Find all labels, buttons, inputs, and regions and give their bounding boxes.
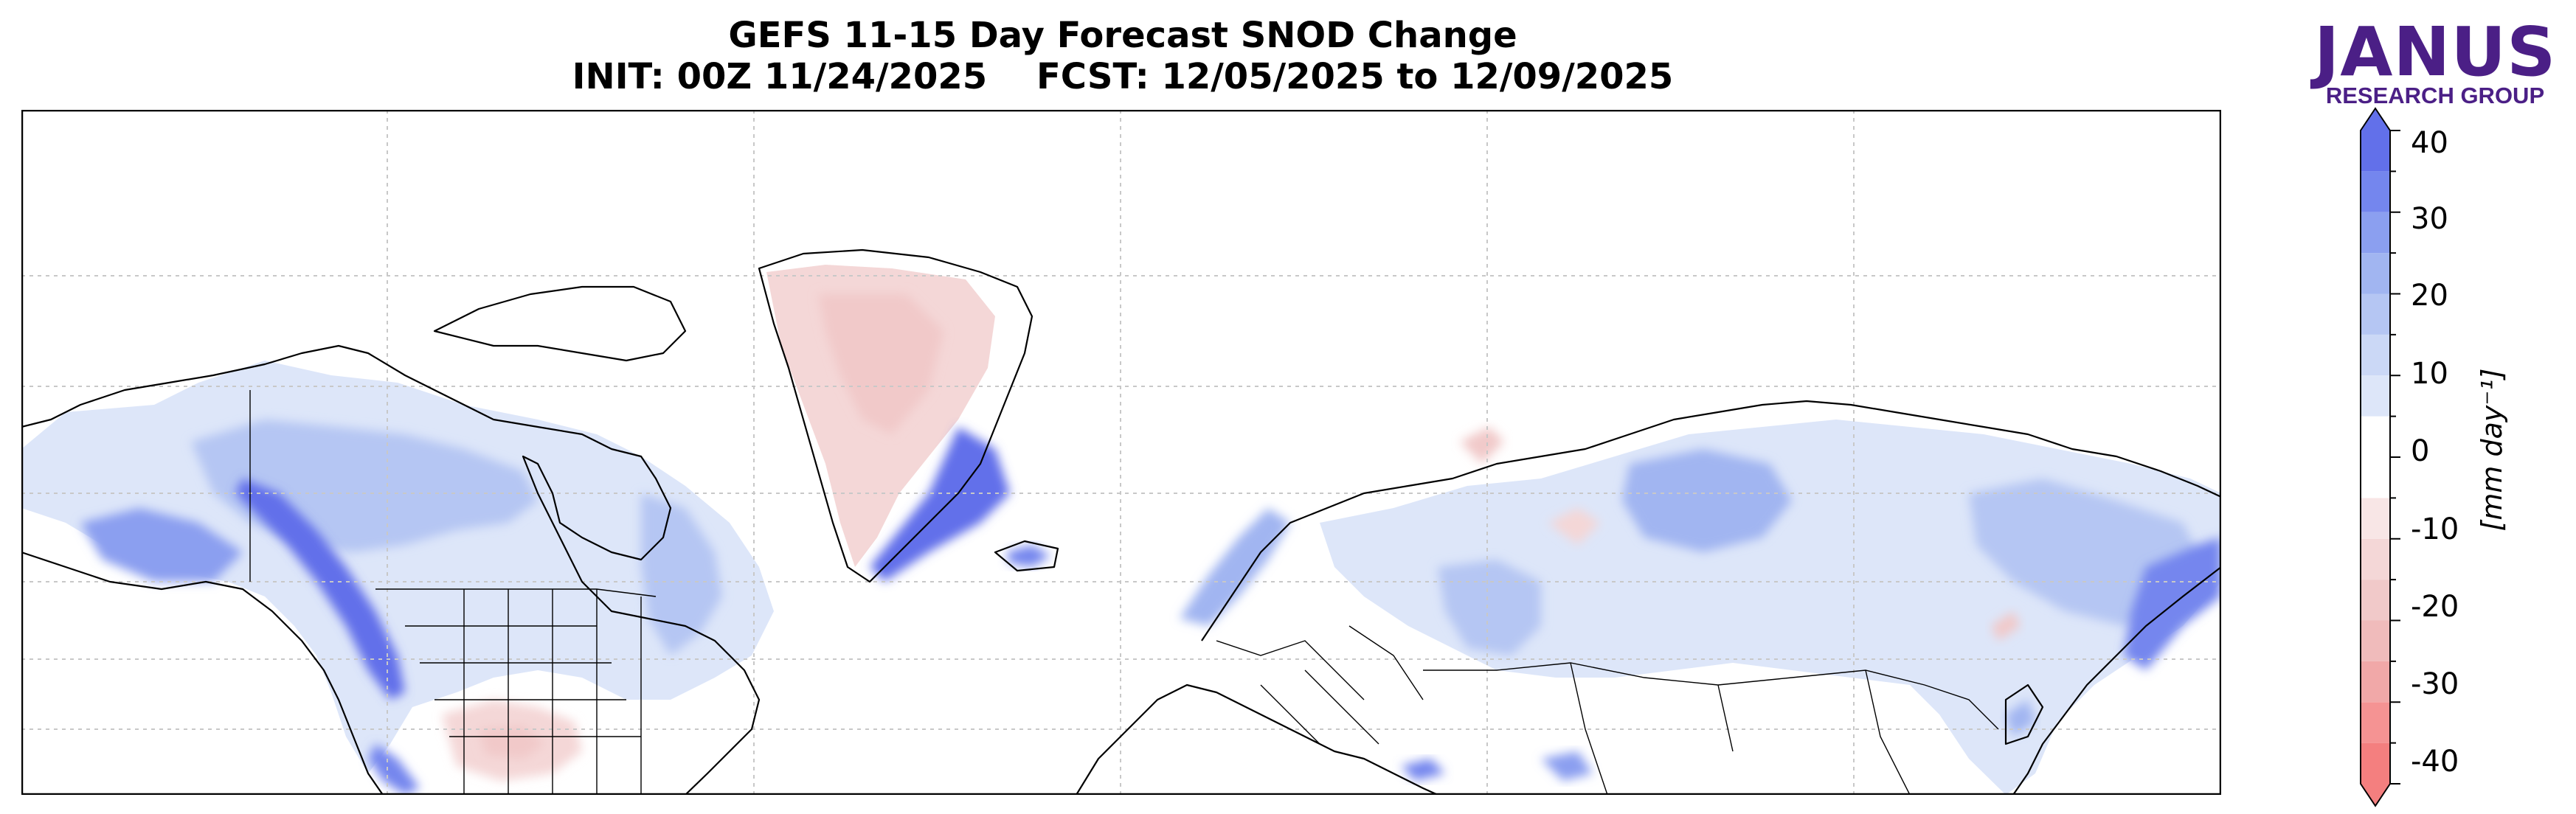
chart-title: GEFS 11-15 Day Forecast SNOD Change [728,15,1517,56]
snow-field-central-asia [1541,751,1593,781]
colorbar-tick: -10 [2411,512,2459,546]
colorbar-extend-max [2361,108,2390,131]
janus-logo: JANUS RESEARCH GROUP [2314,13,2557,108]
border-us-canada [375,588,657,597]
colorbar-segment [2361,334,2390,376]
snow-field-japan [2006,700,2035,737]
snow-field-rockies [368,744,420,795]
colorbar-segment [2361,131,2390,172]
colorbar-tick: -30 [2411,667,2459,701]
colorbar-segment [2361,580,2390,621]
snow-change-fields [21,265,2221,795]
colorbar-segment [2361,253,2390,294]
colorbar [2360,107,2400,807]
colorbar-segment [2361,171,2390,212]
colorbar-tick: 0 [2411,434,2430,468]
snow-field-alaska-coast [235,479,405,700]
us-state-grid [405,589,642,795]
coastline-greenland [758,248,1033,583]
coastline-europe-south [1076,683,1438,795]
snow-field-greenland-se-coast [870,427,1010,582]
colorbar-tick: -40 [2411,745,2459,779]
snow-field-alaska-interior [80,508,243,582]
logo-name: JANUS [2314,13,2557,91]
map-gridlines [21,110,2221,795]
logo-subtitle: RESEARCH GROUP [2325,83,2545,108]
snow-field-scandinavia [1180,508,1290,626]
snow-field-greenland-core [818,294,944,434]
coastline-eurasia [1201,400,2221,641]
snow-field-quebec [641,493,722,655]
snow-field-western-russia [1438,560,1541,655]
coastlines [21,248,2221,795]
colorbar-segment [2361,702,2390,743]
colorbar-tick: -20 [2411,590,2459,624]
colorbar-segment [2361,620,2390,661]
colorbar-tick: 30 [2411,202,2448,236]
political-borders [249,390,1999,795]
snow-field-iceland [1006,545,1050,567]
snow-field-caucasus [1401,759,1445,781]
snow-field-urals-loss [1548,508,1600,545]
colorbar-segment [2361,742,2390,784]
coastline-pacific-na [21,551,384,795]
colorbar-extend-min [2361,784,2390,806]
colorbar-tick: 20 [2411,279,2448,313]
colorbar-tick: 40 [2411,126,2448,160]
snow-field-novaya-zemlya-loss [1460,427,1504,464]
snow-field-okhotsk-loss [1991,611,2021,641]
colorbar-segment [2361,293,2390,335]
colorbar-segment [2361,375,2390,417]
coastline-east-asia [2012,566,2221,795]
coastline-japan [2004,683,2044,745]
colorbar-segment [2361,498,2390,539]
map-frame [21,110,2221,795]
colorbar-segment [2361,416,2390,498]
coastline-canadian-archipelago [433,285,687,362]
coastline-iceland [994,540,1059,572]
chart-subtitle: INIT: 00Z 11/24/2025 FCST: 12/05/2025 to… [572,56,1674,97]
colorbar-tick: 10 [2411,357,2448,391]
colorbar-segment [2361,212,2390,254]
snow-field-us-plains-loss-core [479,726,545,759]
asian-borders [1423,662,1999,795]
european-borders [1216,625,1424,745]
forecast-map[interactable] [21,110,2221,795]
colorbar-label: [mm day⁻¹] [2476,368,2508,532]
coastline-north-america [21,344,761,795]
colorbar-segment [2361,661,2390,703]
colorbar-segment [2361,538,2390,580]
snow-field-siberia-west [1622,449,1792,552]
